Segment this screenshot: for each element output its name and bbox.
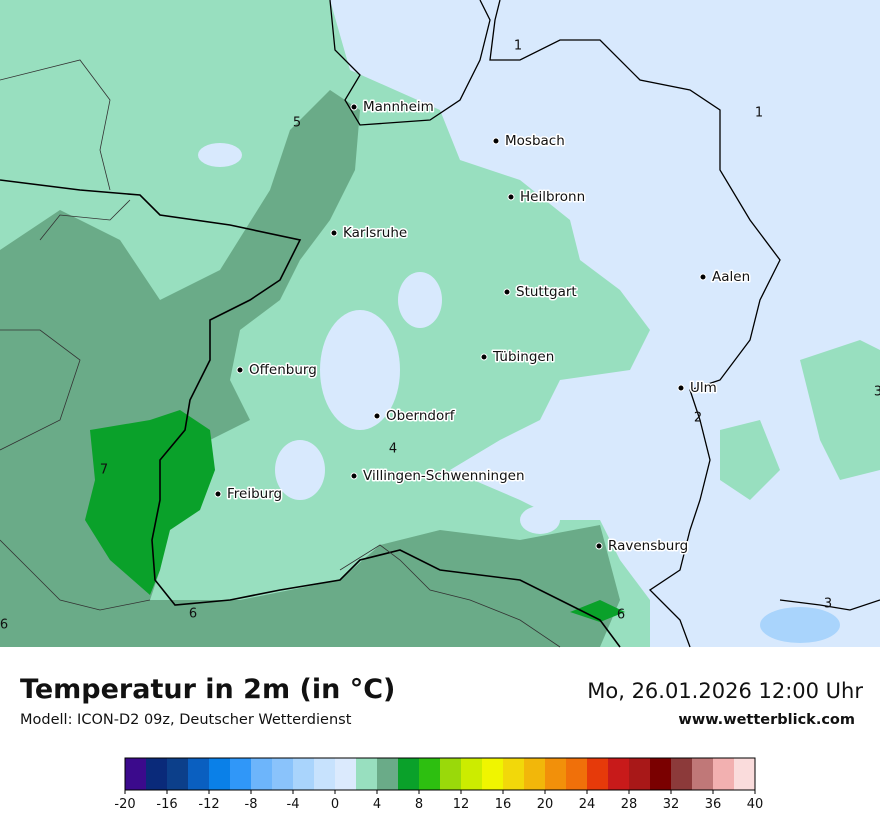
website: www.wetterblick.com: [678, 712, 855, 728]
contour-label: 6: [0, 618, 8, 633]
model-info: Modell: ICON-D2 09z, Deutscher Wetterdie…: [20, 712, 352, 728]
map-labels: Mannheim Mosbach Heilbronn Karlsruhe Aalen St…: [0, 39, 880, 633]
legend-tick-label: -4: [287, 797, 300, 812]
color-legend: -20 -16 -12 -8 -4 0 4 8 12 16 20 24 28 32 36 40: [114, 757, 764, 812]
legend-color: [314, 758, 335, 790]
legend-tick-label: 4: [373, 797, 381, 812]
city-dot: [595, 542, 603, 550]
city-label: Stuttgart: [516, 284, 577, 300]
legend-color: [419, 758, 440, 790]
city-label: Mannheim: [363, 99, 434, 115]
legend-color: [671, 758, 692, 790]
legend-color: [377, 758, 398, 790]
contour-label: 1: [514, 39, 522, 54]
legend-color: [230, 758, 251, 790]
legend-color: [398, 758, 419, 790]
legend-color: [482, 758, 503, 790]
legend-color: [251, 758, 272, 790]
city-dot: [677, 384, 685, 392]
legend-color: [566, 758, 587, 790]
city-label: Ulm: [690, 380, 717, 396]
legend-tick-label: 24: [579, 797, 596, 812]
contour-label: 2: [694, 411, 702, 426]
city-dot: [330, 229, 338, 237]
city-label: Tübingen: [492, 349, 554, 365]
legend-tick-label: 28: [621, 797, 638, 812]
city-label: Villingen-Schwenningen: [363, 468, 525, 484]
legend-color: [146, 758, 167, 790]
city-label: Mosbach: [505, 133, 565, 149]
legend-tick-label: -16: [156, 797, 177, 812]
legend-color: [524, 758, 545, 790]
city-label: Freiburg: [227, 486, 282, 502]
legend-color: [545, 758, 566, 790]
legend-tick-label: -8: [245, 797, 258, 812]
valid-time: Mo, 26.01.2026 12:00 Uhr: [587, 679, 863, 703]
contour-label: 4: [389, 442, 397, 457]
city-label: Offenburg: [249, 362, 317, 378]
legend-color: [734, 758, 755, 790]
city-dot: [699, 273, 707, 281]
legend-tick-label: 40: [747, 797, 764, 812]
legend-color: [188, 758, 209, 790]
contour-label: 1: [755, 106, 763, 121]
city-label: Ravensburg: [608, 538, 688, 554]
city-dot: [480, 353, 488, 361]
map-background: [0, 0, 880, 648]
legend-color: [692, 758, 713, 790]
legend-tick-label: -12: [198, 797, 219, 812]
city-label: Karlsruhe: [343, 225, 407, 241]
legend-tick-label: 0: [331, 797, 339, 812]
legend-color: [167, 758, 188, 790]
city-dot: [492, 137, 500, 145]
legend-tick-label: 20: [537, 797, 554, 812]
contour-label: 7: [100, 463, 108, 478]
contour-label: 6: [189, 607, 197, 622]
contour-label: 3: [824, 597, 832, 612]
contour-label: 3: [874, 385, 880, 400]
city-dot: [373, 412, 381, 420]
city-dot: [507, 193, 515, 201]
legend-frame: [124, 757, 756, 791]
contour-label: 5: [293, 116, 301, 131]
legend-color: [335, 758, 356, 790]
city-dot: [350, 472, 358, 480]
contour-label: 6: [617, 608, 625, 623]
legend-color: [293, 758, 314, 790]
legend-color: [272, 758, 293, 790]
legend-tick-label: 36: [705, 797, 722, 812]
legend-color: [209, 758, 230, 790]
city-label: Aalen: [712, 269, 750, 285]
city-label: Oberndorf: [386, 408, 456, 424]
legend-color: [125, 758, 146, 790]
legend-color: [440, 758, 461, 790]
legend-color: [650, 758, 671, 790]
legend-color: [461, 758, 482, 790]
city-dot: [214, 490, 222, 498]
city-dot: [350, 103, 358, 111]
legend-color: [608, 758, 629, 790]
legend-color: [587, 758, 608, 790]
legend-color: [356, 758, 377, 790]
city-label: Heilbronn: [520, 189, 585, 205]
legend-color: [503, 758, 524, 790]
legend-tick-label: -20: [114, 797, 135, 812]
city-dot: [236, 366, 244, 374]
city-dot: [503, 288, 511, 296]
legend-color: [713, 758, 734, 790]
legend-tick-label: 32: [663, 797, 680, 812]
title: Temperatur in 2m (in °C): [20, 674, 395, 705]
legend-tick-label: 12: [453, 797, 470, 812]
legend-color: [629, 758, 650, 790]
legend-tick-label: 16: [495, 797, 512, 812]
legend-tick-label: 8: [415, 797, 423, 812]
